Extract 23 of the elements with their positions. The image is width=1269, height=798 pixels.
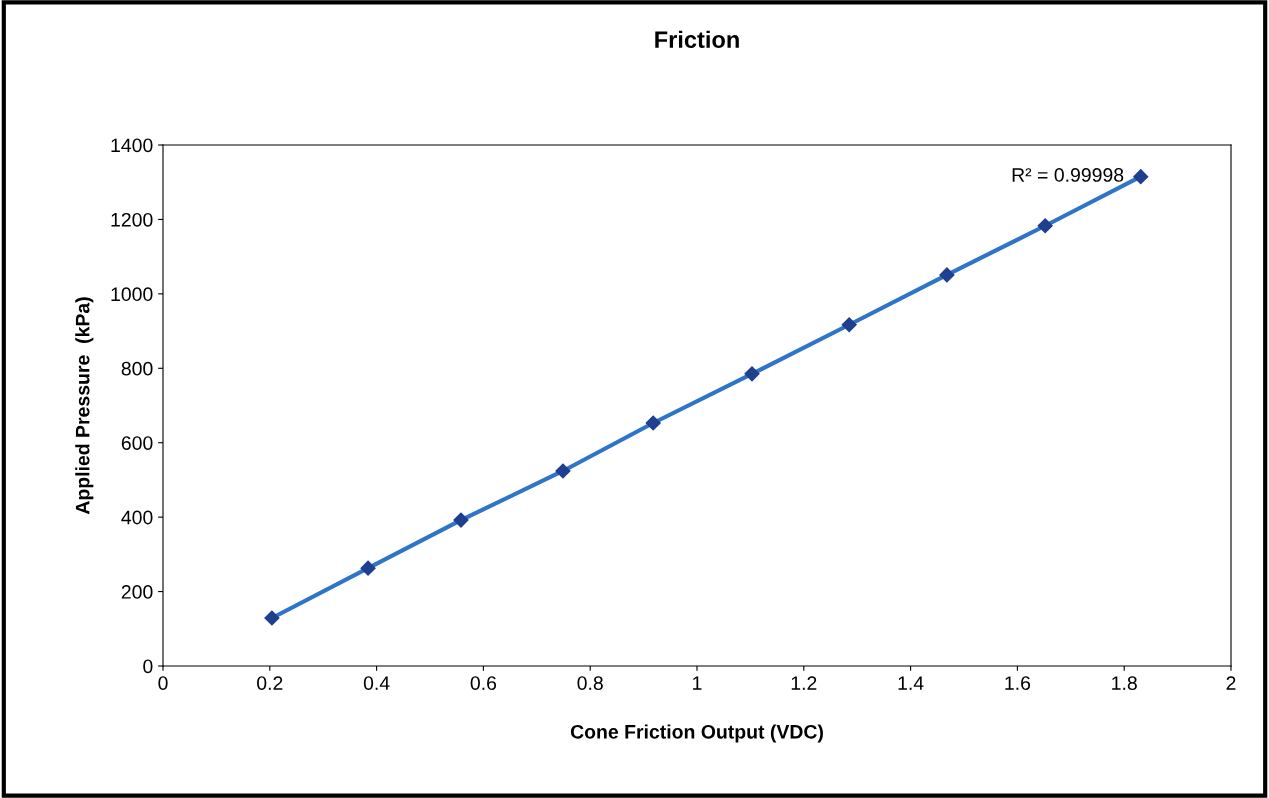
- chart-title: Friction: [655, 30, 739, 49]
- x-tick-label: 0: [158, 676, 168, 690]
- annotation: R² = 0.99998: [1012, 168, 1124, 182]
- y-tick-label: 1200: [111, 212, 153, 227]
- x-tick-label: 0.8: [577, 676, 603, 690]
- x-tick-label: 0.2: [257, 676, 283, 690]
- y-tick-label: 1400: [111, 138, 153, 153]
- y-tick-label: 200: [121, 585, 153, 599]
- x-tick-label: 1.8: [1112, 676, 1137, 690]
- y-tick-label: 400: [121, 510, 153, 525]
- y-tick-label: 0: [143, 659, 153, 674]
- x-axis-title: Cone Friction Output (VDC): [570, 724, 823, 743]
- x-tick-label: 2: [1226, 676, 1236, 690]
- x-tick-label: 1.2: [791, 676, 817, 690]
- y-tick-label: 1000: [111, 287, 153, 302]
- x-tick-label: 1.4: [898, 676, 924, 690]
- x-tick-label: 1.6: [1005, 676, 1031, 690]
- x-tick-label: 1: [693, 676, 702, 690]
- x-tick-label: 0.4: [363, 676, 390, 690]
- x-tick-label: 0.6: [470, 676, 497, 690]
- y-tick-label: 600: [121, 436, 153, 450]
- y-axis-title: Applied Pressure (kPa): [75, 297, 94, 515]
- y-tick-label: 800: [121, 361, 153, 376]
